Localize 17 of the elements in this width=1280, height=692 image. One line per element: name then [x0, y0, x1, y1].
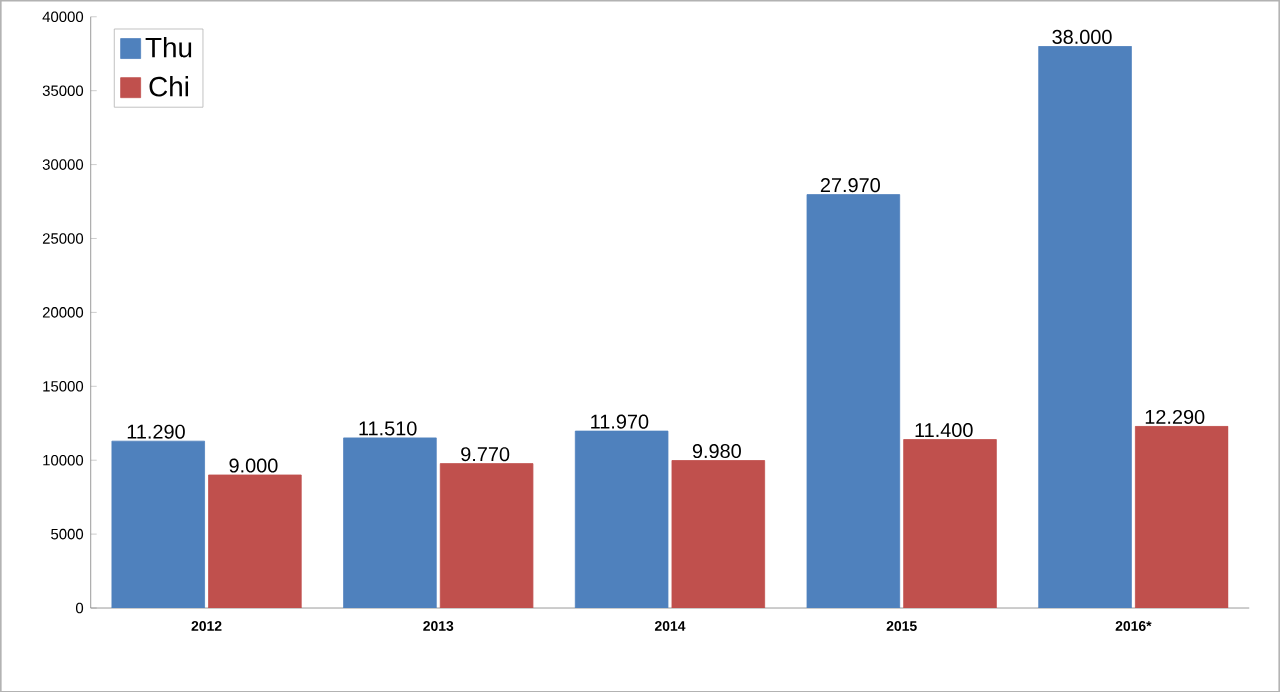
legend-label: Chi — [149, 75, 189, 97]
legend-label: Thu — [145, 36, 192, 58]
data-label: 9.000 — [229, 458, 278, 473]
bar — [208, 474, 302, 608]
data-label: 12.290 — [1145, 409, 1205, 424]
bar — [1134, 425, 1229, 608]
data-label: 11.970 — [591, 414, 649, 429]
data-label: 27.970 — [820, 177, 880, 192]
data-label: 9.980 — [692, 443, 741, 458]
data-label: 11.290 — [127, 424, 185, 439]
data-label: 11.510 — [359, 421, 417, 436]
bar — [439, 462, 534, 608]
data-label: 11.400 — [915, 422, 973, 437]
bar — [671, 459, 766, 608]
data-label: 38.000 — [1052, 29, 1112, 44]
data-label: 9.770 — [461, 446, 510, 461]
bar — [903, 438, 997, 608]
